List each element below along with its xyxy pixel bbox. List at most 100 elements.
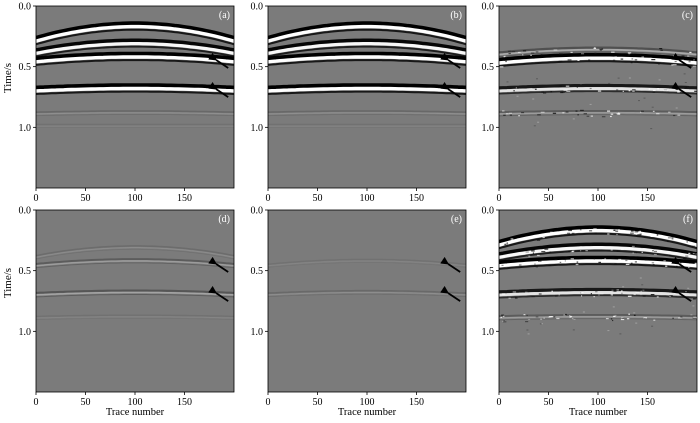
noise-speckle: [652, 250, 654, 252]
noise-speckle: [676, 265, 678, 268]
noise-speckle: [550, 316, 554, 318]
reflection-event-bright: [268, 41, 466, 55]
noise-speckle: [621, 292, 623, 294]
noise-speckle: [628, 53, 631, 55]
noise-speckle: [537, 114, 541, 116]
noise-speckle: [652, 91, 656, 93]
noise-speckle: [677, 114, 681, 116]
noise-speckle: [576, 261, 579, 263]
x-tick-label: 50: [313, 397, 323, 408]
noise-speckle: [694, 90, 697, 92]
reflection-event-dark: [36, 258, 234, 265]
reflection-event-sidelobe: [268, 28, 466, 46]
noise-speckle: [621, 318, 624, 320]
noise-speckle: [551, 56, 555, 58]
noise-speckle: [593, 228, 597, 230]
noise-speckle: [687, 55, 690, 57]
noise-speckle: [633, 312, 636, 314]
noise-speckle: [525, 251, 529, 253]
noise-speckle: [638, 100, 640, 102]
noise-speckle: [526, 329, 529, 331]
noise-speckle: [629, 248, 634, 250]
noise-speckle: [630, 230, 634, 232]
noise-speckle: [694, 262, 697, 264]
noise-speckle: [663, 260, 666, 262]
noise-speckle: [502, 320, 505, 322]
noise-speckle: [643, 317, 647, 319]
reflection-event-sidelobe: [268, 59, 466, 66]
reflection-event-sidelobe: [36, 293, 234, 298]
noise-speckle: [569, 315, 573, 318]
noise-speckle: [630, 62, 633, 64]
noise-speckle: [608, 82, 611, 84]
noise-speckle: [667, 251, 669, 253]
reflection-event-bright: [36, 55, 234, 64]
noise-speckle: [567, 59, 572, 61]
y-tick-label: 0.5: [19, 62, 32, 73]
x-tick-label: 50: [313, 193, 323, 204]
noise-speckle: [593, 296, 595, 298]
noise-speckle: [549, 251, 552, 253]
noise-speckle: [641, 251, 643, 253]
reflection-event-dark: [36, 289, 234, 294]
noise-speckle: [622, 286, 625, 288]
noise-speckle: [508, 297, 511, 299]
x-tick-label: 100: [360, 193, 375, 204]
noise-speckle: [613, 229, 616, 231]
noise-speckle: [520, 291, 525, 293]
noise-speckle: [575, 263, 579, 266]
panel-label: (a): [219, 10, 230, 21]
x-tick-label: 150: [177, 193, 192, 204]
y-tick-label: 0.5: [251, 62, 264, 73]
annotation-arrow: [671, 285, 692, 302]
reflection-event-dark: [36, 51, 234, 61]
noise-speckle: [618, 260, 622, 262]
noise-speckle: [572, 118, 575, 120]
reflection-event-dark: [499, 83, 697, 90]
noise-speckle: [541, 323, 543, 325]
noise-speckle: [531, 295, 535, 298]
noise-speckle: [663, 90, 668, 92]
noise-speckle: [659, 58, 663, 61]
noise-speckle: [531, 251, 533, 253]
noise-speckle: [559, 261, 562, 263]
noise-speckle: [634, 231, 639, 233]
noise-speckle: [535, 266, 538, 268]
noise-speckle: [538, 293, 542, 295]
reflection-event-bright: [36, 86, 234, 93]
noise-speckle: [688, 266, 690, 268]
y-tick-label: 0.5: [251, 266, 264, 277]
noise-speckle: [550, 91, 552, 93]
reflection-event-sidelobe: [36, 59, 234, 66]
noise-speckle: [503, 114, 506, 116]
noise-speckle: [658, 79, 661, 81]
noise-speckle: [614, 263, 617, 265]
reflection-event-sidelobe: [499, 51, 697, 58]
reflection-event-bright: [268, 24, 466, 43]
noise-speckle: [590, 115, 593, 117]
noise-speckle: [634, 261, 637, 263]
noise-speckle: [521, 253, 526, 255]
noise-speckle: [576, 86, 578, 88]
noise-speckle: [601, 116, 606, 118]
noise-speckle: [508, 52, 511, 55]
noise-speckle: [640, 111, 642, 113]
noise-speckle: [632, 90, 635, 92]
noise-speckle: [620, 290, 623, 292]
reflection-event-sidelobe: [499, 232, 697, 250]
noise-speckle: [579, 229, 582, 231]
x-tick-label: 150: [177, 397, 192, 408]
noise-speckle: [537, 254, 540, 256]
noise-speckle: [563, 231, 566, 233]
reflection-event-sidelobe: [36, 318, 234, 320]
noise-speckle: [650, 294, 655, 296]
noise-speckle: [575, 110, 578, 112]
noise-speckle: [569, 315, 571, 317]
reflection-event-sidelobe: [268, 114, 466, 117]
noise-speckle: [554, 259, 558, 261]
x-tick-label: 0: [497, 193, 502, 204]
noise-speckle: [531, 250, 535, 252]
noise-speckle: [609, 294, 612, 296]
reflection-event-dark: [499, 255, 697, 265]
x-axis-title: Trace number: [569, 407, 628, 418]
